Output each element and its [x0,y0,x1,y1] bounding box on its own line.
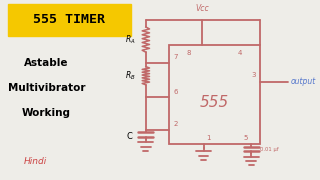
Text: 555: 555 [200,95,229,110]
Text: 555 TIMER: 555 TIMER [34,13,106,26]
Text: 0.01 μf: 0.01 μf [260,147,279,152]
Text: 8: 8 [187,50,191,56]
Bar [169,45,260,144]
Text: C: C [126,132,132,141]
Text: $R_A$: $R_A$ [125,33,136,46]
Text: Astable: Astable [24,58,69,68]
Text: Working: Working [22,108,71,118]
Text: 2: 2 [173,121,178,127]
Text: 7: 7 [173,54,178,60]
Bar [8,4,131,36]
Text: output: output [291,77,316,86]
Text: Multivibrator: Multivibrator [8,83,85,93]
Text: 4: 4 [238,50,243,56]
Text: 5: 5 [244,135,248,141]
Text: 1: 1 [207,135,211,141]
Text: Hindi: Hindi [24,158,47,166]
Text: Vcc: Vcc [196,4,209,13]
Text: 6: 6 [173,89,178,95]
Text: $R_B$: $R_B$ [125,69,136,82]
Text: 3: 3 [252,72,256,78]
